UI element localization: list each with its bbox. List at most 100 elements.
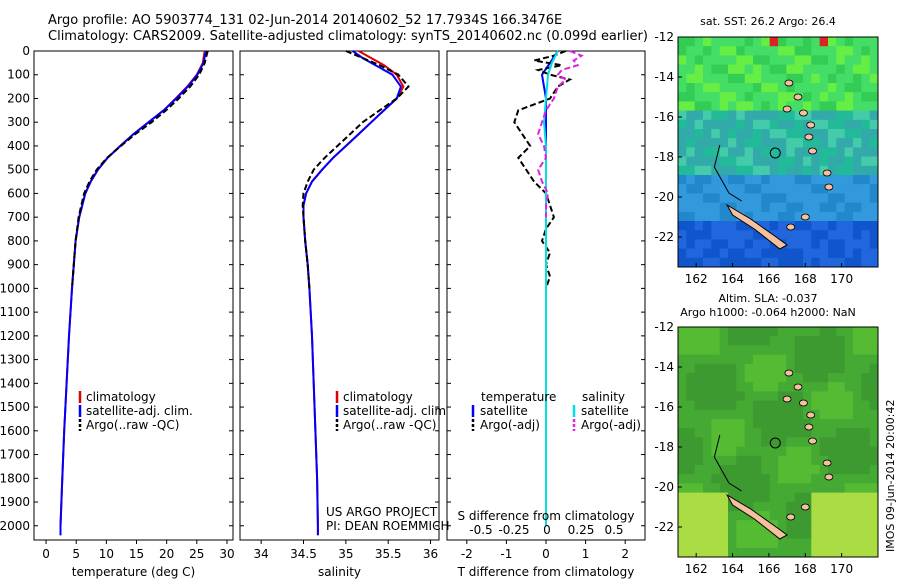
map-cell bbox=[836, 129, 845, 139]
map-cell bbox=[844, 156, 854, 167]
map-cell bbox=[694, 101, 704, 111]
map-cell bbox=[744, 101, 754, 111]
map-cell bbox=[869, 474, 879, 484]
map-cell bbox=[703, 37, 712, 47]
map-cell bbox=[694, 437, 704, 447]
map-cell bbox=[861, 474, 870, 484]
map-cell bbox=[694, 547, 704, 558]
map-cell bbox=[711, 110, 720, 121]
map-cell bbox=[794, 230, 804, 240]
map-cell bbox=[836, 538, 845, 549]
map-cell bbox=[811, 73, 820, 84]
map-cell bbox=[719, 202, 729, 213]
map-cell bbox=[794, 147, 804, 157]
map-cell bbox=[828, 202, 837, 213]
map-cell bbox=[694, 483, 704, 493]
map-cell bbox=[794, 211, 804, 222]
map-cell bbox=[703, 184, 712, 194]
map-cell bbox=[828, 64, 837, 75]
map-cell bbox=[744, 64, 754, 75]
map-cell bbox=[678, 147, 687, 157]
map-cell bbox=[778, 73, 787, 84]
map-cell bbox=[686, 119, 695, 130]
y-tick-label: 1900 bbox=[0, 495, 30, 509]
map-cell bbox=[761, 37, 770, 47]
island-new-caledonia bbox=[725, 493, 789, 540]
map-cell bbox=[753, 446, 762, 457]
map-cell bbox=[694, 110, 704, 121]
map-cell bbox=[819, 138, 829, 148]
map-cell bbox=[686, 327, 695, 337]
y-tick-label: 1500 bbox=[0, 400, 30, 414]
map-cell bbox=[811, 501, 820, 512]
map-cell bbox=[836, 529, 845, 539]
map-cell bbox=[761, 336, 770, 346]
map-cell bbox=[844, 221, 854, 231]
map-cell bbox=[769, 345, 779, 355]
map-cell bbox=[686, 83, 695, 93]
map-cell bbox=[769, 327, 779, 337]
map-cell bbox=[769, 547, 779, 558]
map-cell bbox=[819, 354, 829, 365]
map-cell bbox=[861, 138, 870, 148]
map-cell bbox=[744, 391, 754, 401]
map-cell bbox=[786, 175, 795, 185]
map-cell bbox=[711, 409, 720, 420]
map-cell bbox=[803, 400, 812, 411]
map-cell bbox=[744, 547, 754, 558]
map-cell bbox=[778, 400, 787, 411]
map-cell bbox=[711, 538, 720, 549]
map-cell bbox=[694, 529, 704, 539]
map-cell bbox=[769, 363, 779, 374]
map-cell bbox=[803, 345, 812, 355]
map-cell bbox=[678, 46, 687, 56]
map-cell bbox=[711, 129, 720, 139]
map-cell bbox=[794, 492, 804, 503]
map-cell bbox=[719, 529, 729, 539]
map-cell bbox=[811, 354, 820, 365]
map-cell bbox=[753, 437, 762, 447]
map-cell bbox=[694, 92, 704, 102]
map-cell bbox=[678, 119, 687, 130]
map-cell bbox=[811, 455, 820, 466]
map-cell bbox=[769, 419, 779, 429]
map-cell bbox=[794, 336, 804, 346]
map-cell bbox=[819, 156, 829, 167]
y-tick-label: 1600 bbox=[0, 424, 30, 438]
map-cell bbox=[794, 483, 804, 493]
map-cell bbox=[803, 474, 812, 484]
y-tick-label: 700 bbox=[7, 210, 30, 224]
map-cell bbox=[828, 119, 837, 130]
map-cell bbox=[844, 529, 854, 539]
map-cell bbox=[744, 184, 754, 194]
map-cell bbox=[869, 230, 879, 240]
map-subtitle-2: Argo h1000: -0.064 h2000: NaN bbox=[680, 306, 856, 319]
map-cell bbox=[861, 184, 870, 194]
map-cell bbox=[828, 437, 837, 447]
map-cell bbox=[744, 147, 754, 157]
x-tick-label: 25 bbox=[189, 547, 204, 561]
map-cell bbox=[803, 221, 812, 231]
map-cell bbox=[694, 345, 704, 355]
map-cell bbox=[853, 345, 862, 355]
map-cell bbox=[819, 547, 829, 558]
map-cell bbox=[769, 483, 779, 493]
map-cell bbox=[694, 175, 704, 185]
map-cell bbox=[786, 409, 795, 420]
map-cell bbox=[686, 547, 695, 558]
map-cell bbox=[786, 184, 795, 194]
map-cell bbox=[694, 202, 704, 213]
map-cell bbox=[769, 119, 779, 130]
map-cell bbox=[686, 202, 695, 213]
map-cell bbox=[836, 147, 845, 157]
map-cell bbox=[811, 175, 820, 185]
map-cell bbox=[836, 119, 845, 130]
x-axis-label: temperature (deg C) bbox=[72, 565, 195, 579]
map-cell bbox=[761, 147, 770, 157]
map-cell bbox=[744, 211, 754, 222]
map-cell bbox=[853, 400, 862, 411]
map-cell bbox=[753, 474, 762, 484]
map-cell bbox=[744, 46, 754, 56]
map-cell bbox=[703, 64, 712, 75]
map-cell bbox=[794, 101, 804, 111]
